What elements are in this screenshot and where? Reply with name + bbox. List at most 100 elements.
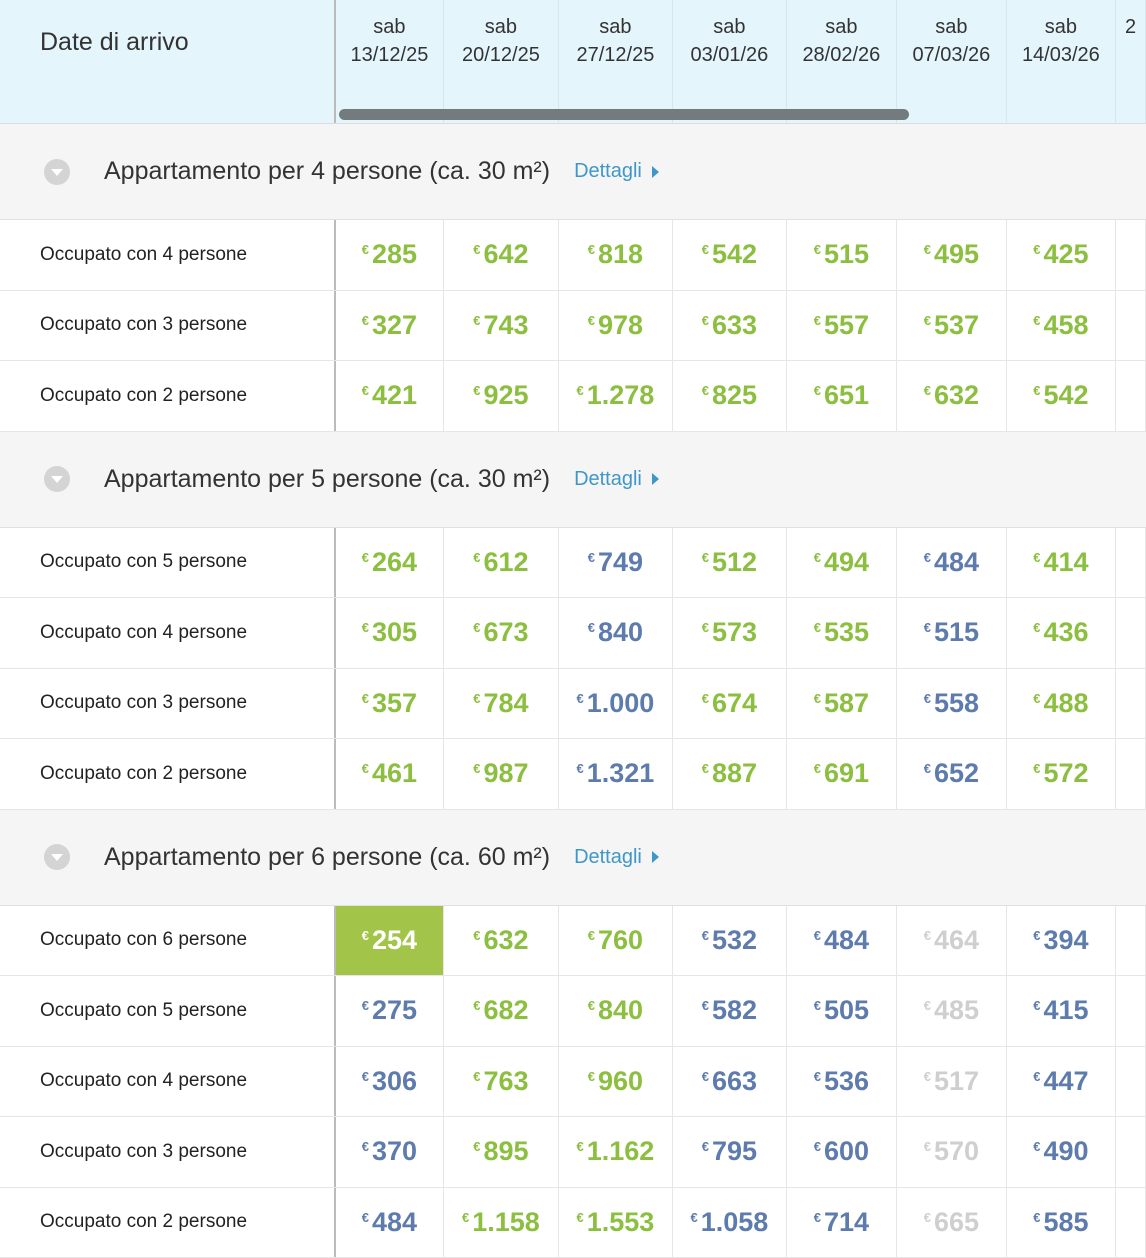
price-cell[interactable]: €674 <box>673 669 786 739</box>
price-cell[interactable]: €682 <box>444 976 558 1046</box>
price-cell-partial[interactable] <box>1116 220 1146 290</box>
price-cell-partial[interactable] <box>1116 739 1146 809</box>
price-cell-partial[interactable] <box>1116 598 1146 668</box>
price-cell[interactable]: €394 <box>1007 906 1117 976</box>
price-cell[interactable]: €275 <box>336 976 445 1046</box>
price-cell[interactable]: €557 <box>787 291 898 361</box>
collapse-toggle-icon[interactable] <box>44 844 70 870</box>
price-cell[interactable]: €749 <box>559 528 673 598</box>
price-cell[interactable]: €784 <box>444 669 558 739</box>
price-cell[interactable]: €464 <box>897 906 1007 976</box>
price-cell[interactable]: €673 <box>444 598 558 668</box>
price-cell[interactable]: €537 <box>897 291 1007 361</box>
price-cell[interactable]: €1.553 <box>559 1188 673 1258</box>
price-cell[interactable]: €370 <box>336 1117 445 1187</box>
price-cell[interactable]: €494 <box>787 528 898 598</box>
price-cell[interactable]: €306 <box>336 1047 445 1117</box>
price-cell[interactable]: €542 <box>1007 361 1117 431</box>
price-cell[interactable]: €484 <box>897 528 1007 598</box>
price-cell[interactable]: €535 <box>787 598 898 668</box>
price-cell[interactable]: €587 <box>787 669 898 739</box>
price-cell[interactable]: €818 <box>559 220 673 290</box>
price-cell[interactable]: €505 <box>787 976 898 1046</box>
price-cell[interactable]: €484 <box>336 1188 445 1258</box>
price-cell[interactable]: €665 <box>897 1188 1007 1258</box>
price-cell[interactable]: €691 <box>787 739 898 809</box>
price-cell[interactable]: €663 <box>673 1047 786 1117</box>
price-cell[interactable]: €840 <box>559 976 673 1046</box>
price-cell[interactable]: €264 <box>336 528 445 598</box>
price-cell[interactable]: €632 <box>444 906 558 976</box>
price-cell[interactable]: €436 <box>1007 598 1117 668</box>
price-cell-partial[interactable] <box>1116 1188 1146 1258</box>
price-cell[interactable]: €887 <box>673 739 786 809</box>
price-cell[interactable]: €633 <box>673 291 786 361</box>
price-cell-partial[interactable] <box>1116 361 1146 431</box>
price-cell[interactable]: €582 <box>673 976 786 1046</box>
price-cell[interactable]: €572 <box>1007 739 1117 809</box>
price-cell[interactable]: €652 <box>897 739 1007 809</box>
price-cell[interactable]: €925 <box>444 361 558 431</box>
price-cell[interactable]: €642 <box>444 220 558 290</box>
price-cell[interactable]: €1.158 <box>444 1188 558 1258</box>
price-cell[interactable]: €327 <box>336 291 445 361</box>
price-cell[interactable]: €425 <box>1007 220 1117 290</box>
price-cell[interactable]: €840 <box>559 598 673 668</box>
price-cell[interactable]: €795 <box>673 1117 786 1187</box>
price-cell[interactable]: €763 <box>444 1047 558 1117</box>
price-cell[interactable]: €612 <box>444 528 558 598</box>
price-cell[interactable]: €254 <box>336 906 445 976</box>
price-cell[interactable]: €532 <box>673 906 786 976</box>
price-cell[interactable]: €485 <box>897 976 1007 1046</box>
collapse-toggle-icon[interactable] <box>44 466 70 492</box>
price-cell[interactable]: €960 <box>559 1047 673 1117</box>
price-cell[interactable]: €895 <box>444 1117 558 1187</box>
price-cell[interactable]: €415 <box>1007 976 1117 1046</box>
price-cell-partial[interactable] <box>1116 906 1146 976</box>
price-cell[interactable]: €632 <box>897 361 1007 431</box>
details-link[interactable]: Dettagli <box>574 846 659 869</box>
price-cell[interactable]: €447 <box>1007 1047 1117 1117</box>
price-cell-partial[interactable] <box>1116 291 1146 361</box>
price-cell-partial[interactable] <box>1116 1047 1146 1117</box>
price-cell[interactable]: €495 <box>897 220 1007 290</box>
details-link[interactable]: Dettagli <box>574 160 659 183</box>
price-cell[interactable]: €490 <box>1007 1117 1117 1187</box>
price-cell[interactable]: €1.162 <box>559 1117 673 1187</box>
price-cell[interactable]: €458 <box>1007 291 1117 361</box>
price-cell[interactable]: €515 <box>897 598 1007 668</box>
price-cell[interactable]: €542 <box>673 220 786 290</box>
price-cell[interactable]: €1.321 <box>559 739 673 809</box>
price-cell[interactable]: €357 <box>336 669 445 739</box>
price-cell[interactable]: €285 <box>336 220 445 290</box>
price-cell[interactable]: €585 <box>1007 1188 1117 1258</box>
price-cell[interactable]: €760 <box>559 906 673 976</box>
price-cell[interactable]: €987 <box>444 739 558 809</box>
price-cell[interactable]: €461 <box>336 739 445 809</box>
price-cell[interactable]: €515 <box>787 220 898 290</box>
price-cell[interactable]: €414 <box>1007 528 1117 598</box>
price-cell[interactable]: €488 <box>1007 669 1117 739</box>
details-link[interactable]: Dettagli <box>574 468 659 491</box>
price-cell[interactable]: €825 <box>673 361 786 431</box>
price-cell-partial[interactable] <box>1116 1117 1146 1187</box>
price-cell[interactable]: €512 <box>673 528 786 598</box>
price-cell[interactable]: €536 <box>787 1047 898 1117</box>
price-cell[interactable]: €484 <box>787 906 898 976</box>
price-cell[interactable]: €570 <box>897 1117 1007 1187</box>
price-cell[interactable]: €743 <box>444 291 558 361</box>
price-cell[interactable]: €558 <box>897 669 1007 739</box>
price-cell-partial[interactable] <box>1116 669 1146 739</box>
price-cell-partial[interactable] <box>1116 976 1146 1046</box>
price-cell[interactable]: €714 <box>787 1188 898 1258</box>
price-cell-partial[interactable] <box>1116 528 1146 598</box>
price-cell[interactable]: €1.000 <box>559 669 673 739</box>
collapse-toggle-icon[interactable] <box>44 159 70 185</box>
price-cell[interactable]: €517 <box>897 1047 1007 1117</box>
price-cell[interactable]: €1.058 <box>673 1188 786 1258</box>
price-cell[interactable]: €421 <box>336 361 445 431</box>
price-cell[interactable]: €600 <box>787 1117 898 1187</box>
price-cell[interactable]: €305 <box>336 598 445 668</box>
price-cell[interactable]: €651 <box>787 361 898 431</box>
price-cell[interactable]: €573 <box>673 598 786 668</box>
